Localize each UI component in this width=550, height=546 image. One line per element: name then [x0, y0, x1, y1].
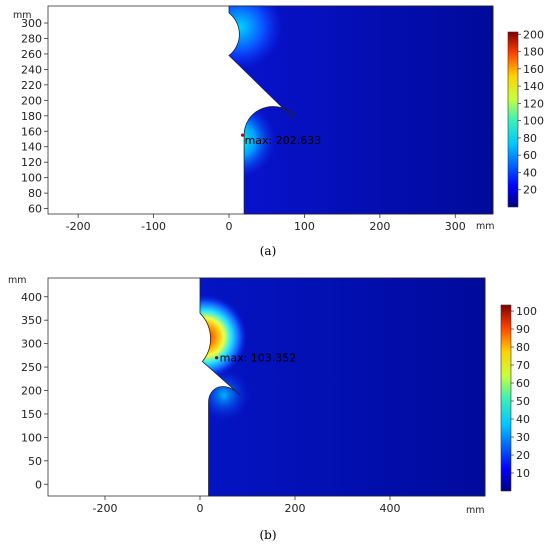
- panel-b-colorbar-ticks: 10 20 30 40 50 60 70 80 90 100: [511, 305, 537, 480]
- colorbar-tick-label: 60: [516, 377, 530, 390]
- colorbar-tick-label: 20: [523, 184, 537, 197]
- y-tick-label: 260: [21, 48, 42, 61]
- y-tick-label: 100: [21, 172, 42, 185]
- panel-b-max-marker: [215, 356, 219, 360]
- panel-b-boundary: [199, 277, 486, 497]
- x-tick-label: 400: [380, 502, 401, 515]
- panel-b: max: 103.352 -200 0 200 400 0 50 100 150 200 250…: [8, 275, 537, 542]
- colorbar-tick-label: 30: [516, 431, 530, 444]
- y-tick-label: 300: [21, 338, 42, 351]
- panel-b-field: [200, 278, 485, 496]
- panel-a-colorbar-ticks: 20 40 60 80 100 120 140 160 180 200: [518, 28, 544, 197]
- panel-a-colorbar: [507, 31, 519, 208]
- colorbar-tick-label: 80: [523, 132, 537, 145]
- panel-b-y-ticks: 0 50 100 150 200 250 300 350 400: [21, 291, 48, 491]
- colorbar-tick-label: 180: [523, 46, 544, 59]
- colorbar-tick-label: 40: [516, 413, 530, 426]
- colorbar-tick-label: 80: [516, 341, 530, 354]
- y-tick-label: 400: [21, 291, 42, 304]
- y-tick-label: 0: [35, 478, 42, 491]
- panel-a-max-annotation: max: 202.633: [245, 134, 322, 147]
- y-tick-label: 160: [21, 125, 42, 138]
- x-tick-label: -200: [66, 220, 91, 233]
- colorbar-tick-label: 20: [516, 449, 530, 462]
- y-tick-label: 220: [21, 79, 42, 92]
- colorbar-tick-label: 40: [523, 166, 537, 179]
- x-tick-label: 200: [369, 220, 390, 233]
- colorbar-tick-label: 100: [523, 115, 544, 128]
- x-tick-label: 0: [226, 220, 233, 233]
- colorbar-tick-label: 160: [523, 63, 544, 76]
- y-tick-label: 350: [21, 314, 42, 327]
- y-tick-label: 180: [21, 110, 42, 123]
- y-tick-label: 140: [21, 141, 42, 154]
- x-tick-label: -100: [141, 220, 166, 233]
- panel-b-caption: (b): [259, 528, 276, 542]
- colorbar-tick-label: 90: [516, 323, 530, 336]
- colorbar-tick-label: 10: [516, 467, 530, 480]
- y-tick-label: 100: [21, 431, 42, 444]
- x-tick-label: 0: [197, 502, 204, 515]
- colorbar-tick-label: 60: [523, 149, 537, 162]
- x-tick-label: 200: [285, 502, 306, 515]
- y-tick-label: 80: [28, 187, 42, 200]
- y-tick-label: 150: [21, 408, 42, 421]
- y-tick-label: 200: [21, 385, 42, 398]
- panel-a-x-unit: mm: [476, 221, 495, 232]
- y-tick-label: 300: [21, 17, 42, 30]
- colorbar-tick-label: 100: [516, 305, 537, 318]
- panel-b-y-unit: mm: [8, 275, 27, 286]
- colorbar-tick-label: 70: [516, 359, 530, 372]
- panel-a-boundary: [228, 5, 494, 215]
- colorbar-tick-label: 120: [523, 97, 544, 110]
- x-tick-label: 100: [294, 220, 315, 233]
- panel-b-colorbar: [500, 304, 512, 492]
- panel-a-y-unit: mm: [13, 10, 32, 21]
- panel-a-y-ticks: 60 80 100 120 140 160 180 200 220 240 260 280 300: [21, 17, 48, 216]
- y-tick-label: 60: [28, 203, 42, 216]
- y-tick-label: 280: [21, 32, 42, 45]
- y-tick-label: 120: [21, 156, 42, 169]
- y-tick-label: 50: [28, 455, 42, 468]
- colorbar-tick-label: 200: [523, 28, 544, 41]
- colorbar-tick-label: 50: [516, 395, 530, 408]
- panel-a-caption: (a): [260, 244, 277, 258]
- panel-a-field: [229, 6, 493, 214]
- colorbar-tick-label: 140: [523, 80, 544, 93]
- panel-b-x-unit: mm: [466, 505, 485, 516]
- y-tick-label: 250: [21, 361, 42, 374]
- panel-a-x-ticks: -200 -100 0 100 200 300: [66, 214, 466, 233]
- panel-a-max-marker: [240, 133, 245, 137]
- panel-b-max-annotation: max: 103.352: [220, 352, 297, 365]
- x-tick-label: 300: [445, 220, 466, 233]
- x-tick-label: -200: [93, 502, 118, 515]
- y-tick-label: 200: [21, 94, 42, 107]
- panel-a: max: 202.633 -200 -100 0 100 200 300 60 80 100 1…: [13, 5, 544, 258]
- panel-b-x-ticks: -200 0 200 400: [93, 496, 401, 515]
- y-tick-label: 240: [21, 63, 42, 76]
